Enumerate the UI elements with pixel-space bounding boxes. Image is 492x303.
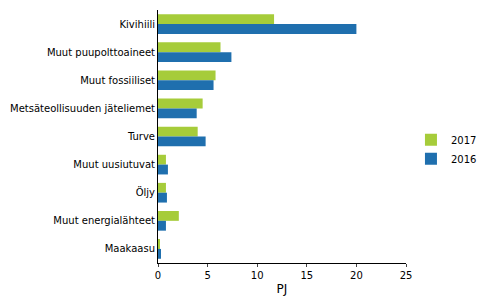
svg-text:5: 5	[204, 270, 210, 281]
svg-text:Muut puupolttoaineet: Muut puupolttoaineet	[47, 47, 155, 58]
svg-text:Metsäteollisuuden jäteliemet: Metsäteollisuuden jäteliemet	[10, 103, 155, 114]
svg-text:Muut fossiiliset: Muut fossiiliset	[80, 75, 155, 86]
svg-text:PJ: PJ	[277, 282, 288, 296]
svg-text:Muut uusiutuvat: Muut uusiutuvat	[73, 159, 155, 170]
svg-text:2017: 2017	[451, 135, 476, 146]
svg-text:Muut energialähteet: Muut energialähteet	[53, 215, 155, 226]
svg-text:20: 20	[350, 270, 363, 281]
svg-text:25: 25	[400, 270, 413, 281]
svg-text:10: 10	[251, 270, 264, 281]
svg-text:2016: 2016	[451, 154, 476, 165]
svg-text:Öljy: Öljy	[136, 186, 155, 198]
svg-text:Kivihiili: Kivihiili	[120, 19, 155, 30]
svg-text:0: 0	[155, 270, 161, 281]
svg-text:15: 15	[300, 270, 313, 281]
svg-text:Turve: Turve	[127, 131, 155, 142]
svg-text:Maakaasu: Maakaasu	[105, 243, 155, 254]
